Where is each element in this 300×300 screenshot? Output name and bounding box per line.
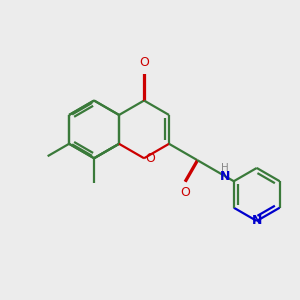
Text: O: O	[145, 152, 155, 165]
Text: O: O	[139, 56, 149, 69]
Text: N: N	[220, 170, 230, 183]
Text: N: N	[252, 214, 262, 227]
Text: H: H	[221, 163, 229, 173]
Text: O: O	[180, 186, 190, 199]
